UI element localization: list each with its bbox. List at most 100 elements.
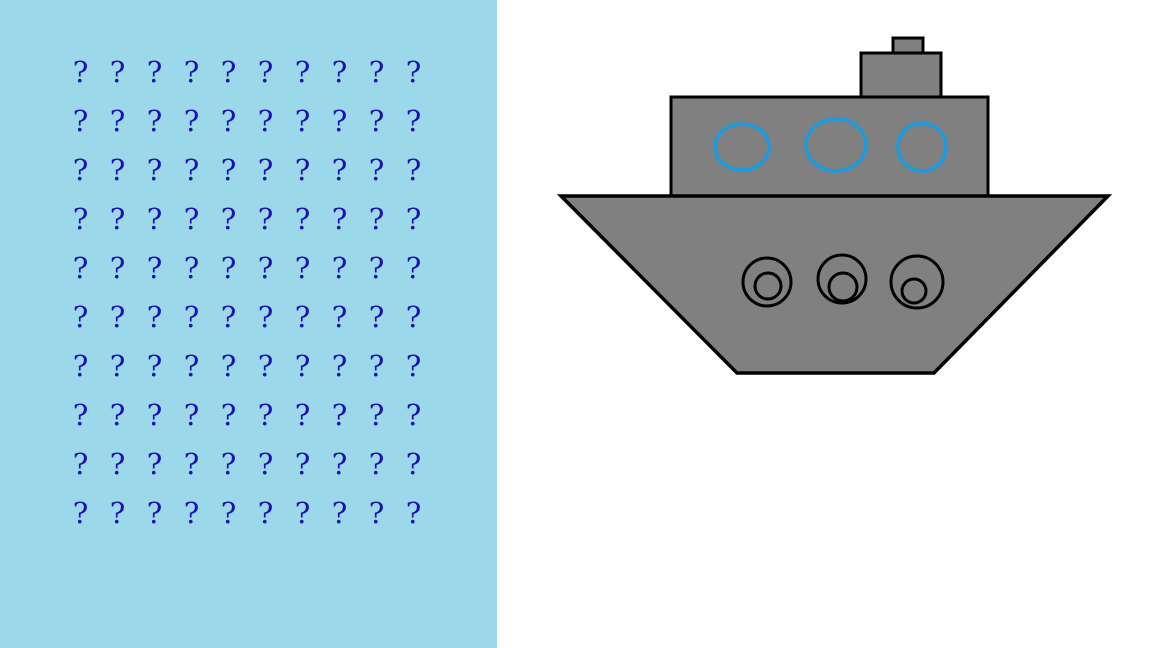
grid-cell[interactable]: ? xyxy=(257,202,274,236)
grid-cell[interactable]: ? xyxy=(405,202,422,236)
grid-cell[interactable]: ? xyxy=(183,447,200,481)
grid-cell[interactable]: ? xyxy=(257,398,274,432)
grid-cell[interactable]: ? xyxy=(405,496,422,530)
grid-cell[interactable]: ? xyxy=(183,349,200,383)
grid-cell[interactable]: ? xyxy=(109,398,126,432)
grid-cell[interactable]: ? xyxy=(72,153,89,187)
grid-cell[interactable]: ? xyxy=(331,104,348,138)
grid-cell[interactable]: ? xyxy=(368,496,385,530)
grid-cell[interactable]: ? xyxy=(405,251,422,285)
grid-cell[interactable]: ? xyxy=(331,349,348,383)
grid-cell[interactable]: ? xyxy=(109,349,126,383)
grid-cell[interactable]: ? xyxy=(294,349,311,383)
grid-cell[interactable]: ? xyxy=(146,447,163,481)
grid-cell[interactable]: ? xyxy=(183,202,200,236)
grid-cell[interactable]: ? xyxy=(146,153,163,187)
grid-cell[interactable]: ? xyxy=(220,300,237,334)
grid-cell[interactable]: ? xyxy=(72,349,89,383)
grid-cell[interactable]: ? xyxy=(109,447,126,481)
grid-cell[interactable]: ? xyxy=(257,104,274,138)
grid-cell[interactable]: ? xyxy=(72,447,89,481)
grid-cell[interactable]: ? xyxy=(220,496,237,530)
grid-cell[interactable]: ? xyxy=(220,251,237,285)
grid-cell[interactable]: ? xyxy=(257,251,274,285)
grid-cell[interactable]: ? xyxy=(257,447,274,481)
grid-cell[interactable]: ? xyxy=(146,496,163,530)
grid-cell[interactable]: ? xyxy=(109,202,126,236)
grid-cell[interactable]: ? xyxy=(146,349,163,383)
grid-cell[interactable]: ? xyxy=(183,104,200,138)
grid-cell[interactable]: ? xyxy=(109,251,126,285)
grid-cell[interactable]: ? xyxy=(146,398,163,432)
grid-cell[interactable]: ? xyxy=(368,398,385,432)
grid-cell[interactable]: ? xyxy=(72,202,89,236)
grid-cell[interactable]: ? xyxy=(146,251,163,285)
grid-cell[interactable]: ? xyxy=(183,55,200,89)
grid-cell[interactable]: ? xyxy=(294,55,311,89)
grid-cell[interactable]: ? xyxy=(72,251,89,285)
grid-cell[interactable]: ? xyxy=(72,398,89,432)
grid-cell[interactable]: ? xyxy=(220,398,237,432)
grid-cell[interactable]: ? xyxy=(220,153,237,187)
grid-cell[interactable]: ? xyxy=(109,496,126,530)
grid-cell[interactable]: ? xyxy=(183,300,200,334)
grid-cell[interactable]: ? xyxy=(220,349,237,383)
grid-cell[interactable]: ? xyxy=(294,496,311,530)
grid-cell[interactable]: ? xyxy=(183,251,200,285)
grid-cell[interactable]: ? xyxy=(294,153,311,187)
grid-cell[interactable]: ? xyxy=(109,55,126,89)
grid-cell[interactable]: ? xyxy=(109,153,126,187)
grid-cell[interactable]: ? xyxy=(294,202,311,236)
grid-cell[interactable]: ? xyxy=(368,349,385,383)
grid-cell[interactable]: ? xyxy=(183,153,200,187)
grid-cell[interactable]: ? xyxy=(405,55,422,89)
grid-cell[interactable]: ? xyxy=(294,251,311,285)
grid-cell[interactable]: ? xyxy=(257,55,274,89)
grid-cell[interactable]: ? xyxy=(405,104,422,138)
grid-cell[interactable]: ? xyxy=(368,104,385,138)
grid-cell[interactable]: ? xyxy=(331,496,348,530)
grid-cell[interactable]: ? xyxy=(183,496,200,530)
grid-cell[interactable]: ? xyxy=(405,398,422,432)
grid-cell[interactable]: ? xyxy=(72,496,89,530)
grid-cell[interactable]: ? xyxy=(72,300,89,334)
grid-cell[interactable]: ? xyxy=(294,300,311,334)
grid-cell[interactable]: ? xyxy=(405,349,422,383)
grid-cell[interactable]: ? xyxy=(146,104,163,138)
grid-cell[interactable]: ? xyxy=(146,55,163,89)
grid-cell[interactable]: ? xyxy=(72,104,89,138)
grid-cell[interactable]: ? xyxy=(146,202,163,236)
grid-cell[interactable]: ? xyxy=(405,153,422,187)
grid-cell[interactable]: ? xyxy=(368,251,385,285)
grid-cell[interactable]: ? xyxy=(257,349,274,383)
grid-cell[interactable]: ? xyxy=(220,447,237,481)
grid-cell[interactable]: ? xyxy=(331,153,348,187)
grid-cell[interactable]: ? xyxy=(183,398,200,432)
grid-cell[interactable]: ? xyxy=(109,104,126,138)
grid-cell[interactable]: ? xyxy=(368,55,385,89)
grid-cell[interactable]: ? xyxy=(331,300,348,334)
grid-cell[interactable]: ? xyxy=(331,398,348,432)
grid-cell[interactable]: ? xyxy=(331,447,348,481)
grid-cell[interactable]: ? xyxy=(294,398,311,432)
grid-cell[interactable]: ? xyxy=(368,202,385,236)
grid-cell[interactable]: ? xyxy=(257,496,274,530)
grid-cell[interactable]: ? xyxy=(331,202,348,236)
grid-cell[interactable]: ? xyxy=(368,153,385,187)
grid-cell[interactable]: ? xyxy=(294,104,311,138)
grid-cell[interactable]: ? xyxy=(220,104,237,138)
grid-cell[interactable]: ? xyxy=(109,300,126,334)
grid-cell[interactable]: ? xyxy=(331,55,348,89)
grid-cell[interactable]: ? xyxy=(257,153,274,187)
grid-cell[interactable]: ? xyxy=(368,300,385,334)
grid-cell[interactable]: ? xyxy=(405,300,422,334)
grid-cell[interactable]: ? xyxy=(146,300,163,334)
grid-cell[interactable]: ? xyxy=(220,202,237,236)
grid-cell[interactable]: ? xyxy=(405,447,422,481)
grid-cell[interactable]: ? xyxy=(331,251,348,285)
grid-cell[interactable]: ? xyxy=(368,447,385,481)
grid-cell[interactable]: ? xyxy=(220,55,237,89)
grid-cell[interactable]: ? xyxy=(72,55,89,89)
grid-cell[interactable]: ? xyxy=(294,447,311,481)
grid-cell[interactable]: ? xyxy=(257,300,274,334)
